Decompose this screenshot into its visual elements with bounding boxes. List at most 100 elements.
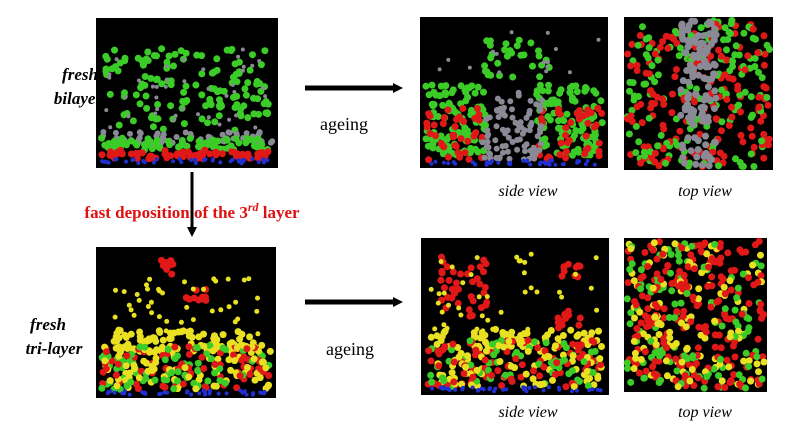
- particle: [562, 131, 569, 139]
- particle: [715, 162, 722, 170]
- particle: [723, 96, 731, 103]
- particle: [162, 390, 167, 395]
- particle: [554, 98, 562, 106]
- particle: [740, 29, 748, 37]
- particle: [492, 325, 500, 333]
- particle: [241, 64, 246, 69]
- particle: [577, 159, 582, 164]
- particle: [206, 95, 214, 103]
- particle: [200, 295, 208, 303]
- particle: [154, 95, 159, 100]
- particle: [678, 244, 686, 252]
- particle: [655, 162, 663, 170]
- particle: [747, 113, 755, 121]
- particle: [439, 150, 447, 158]
- particle: [662, 357, 670, 365]
- particle: [676, 44, 684, 52]
- particle: [448, 346, 456, 354]
- particle: [739, 138, 747, 146]
- particle: [594, 307, 600, 313]
- particle: [508, 328, 516, 336]
- particle: [672, 340, 680, 347]
- particle: [201, 67, 206, 72]
- particle: [587, 388, 592, 393]
- particle: [114, 57, 119, 62]
- particle: [500, 343, 507, 351]
- particle: [168, 270, 176, 278]
- particle: [235, 58, 243, 66]
- particle: [713, 298, 721, 306]
- particle: [106, 160, 111, 165]
- particle: [126, 302, 132, 308]
- particle: [725, 122, 733, 129]
- particle: [683, 289, 691, 297]
- particle: [666, 334, 674, 342]
- particle: [133, 141, 141, 149]
- particle: [501, 104, 507, 111]
- particle: [168, 369, 176, 377]
- particle: [560, 267, 568, 275]
- particle: [449, 340, 457, 348]
- particle: [238, 356, 246, 364]
- row-label: fresh: [30, 315, 66, 334]
- particle: [745, 324, 753, 332]
- particle: [514, 254, 520, 260]
- particle: [659, 144, 667, 152]
- particle: [527, 147, 534, 154]
- particle: [515, 89, 522, 96]
- particle: [255, 295, 260, 301]
- particle: [512, 355, 520, 363]
- particle: [677, 111, 685, 119]
- particle: [596, 355, 604, 363]
- particle: [742, 384, 749, 392]
- particle: [758, 74, 766, 82]
- particle: [633, 67, 641, 74]
- particle: [158, 391, 163, 396]
- particle: [678, 27, 686, 35]
- particle: [573, 88, 581, 96]
- particle: [210, 158, 215, 163]
- particle: [528, 251, 534, 257]
- particle: [684, 263, 692, 271]
- particle: [498, 309, 504, 315]
- particle: [441, 386, 446, 391]
- particle: [140, 390, 145, 395]
- particle: [721, 305, 729, 313]
- particle: [717, 355, 725, 363]
- particle: [533, 385, 537, 390]
- particle: [154, 157, 159, 162]
- particle: [151, 348, 159, 356]
- particle: [542, 339, 550, 347]
- particle: [198, 115, 206, 123]
- particle: [749, 25, 757, 33]
- particle: [678, 283, 686, 291]
- particle: [717, 273, 725, 281]
- particle: [708, 273, 716, 281]
- particle: [676, 127, 684, 135]
- panels: [96, 16, 773, 398]
- particle: [122, 362, 130, 370]
- particle: [136, 78, 141, 83]
- particle: [174, 377, 181, 385]
- particle: [726, 333, 734, 341]
- particle: [727, 286, 735, 294]
- particle: [506, 47, 514, 55]
- particle: [164, 77, 169, 82]
- particle: [699, 32, 707, 40]
- particle: [182, 79, 187, 84]
- particle: [766, 45, 773, 53]
- particle: [538, 97, 545, 104]
- particle: [233, 92, 241, 100]
- particle: [476, 294, 482, 300]
- particle: [236, 158, 241, 163]
- particle: [675, 52, 683, 60]
- particle: [639, 273, 647, 280]
- particle: [186, 134, 194, 142]
- particle: [755, 237, 763, 245]
- particle: [428, 378, 436, 386]
- particle: [711, 240, 719, 248]
- particle: [634, 41, 642, 49]
- particle: [254, 95, 262, 103]
- particle: [506, 155, 513, 162]
